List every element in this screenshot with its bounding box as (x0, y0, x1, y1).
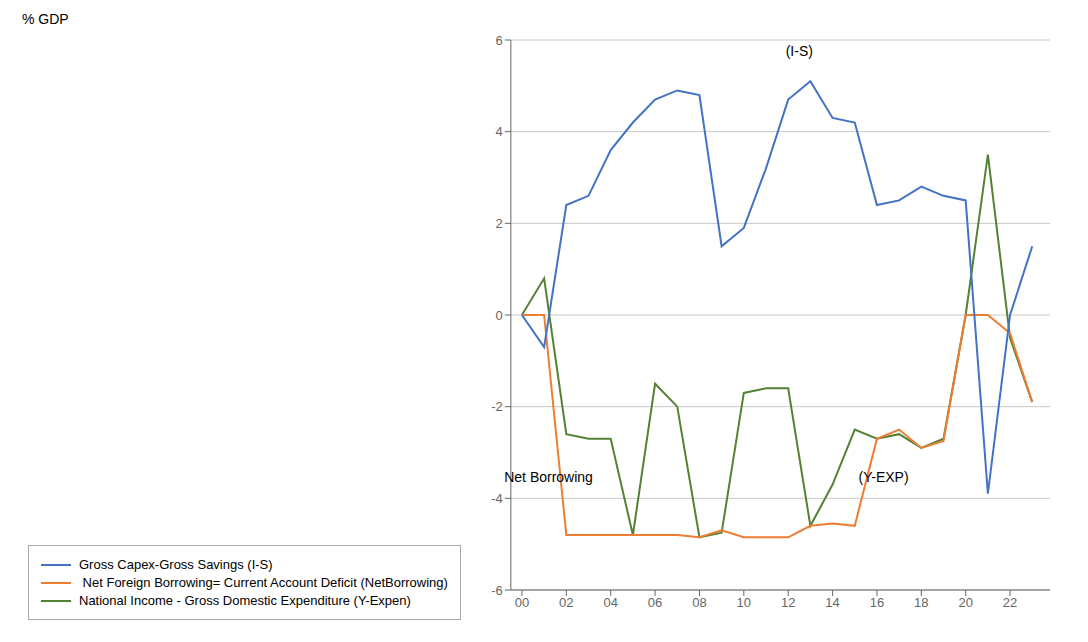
svg-text:(I-S): (I-S) (786, 43, 813, 59)
svg-text:-2: -2 (491, 399, 503, 414)
svg-text:-4: -4 (491, 491, 503, 506)
svg-text:18: 18 (914, 595, 928, 610)
svg-text:(Y-EXP): (Y-EXP) (859, 469, 909, 485)
html-text:Net Foreign Borrowing= Current: Net Foreign Borrowing= Current Account D… (79, 575, 448, 590)
svg-text:22: 22 (1003, 595, 1017, 610)
svg-text:0: 0 (496, 308, 503, 323)
svg-text:08: 08 (692, 595, 706, 610)
svg-text:4: 4 (496, 124, 503, 139)
svg-text:00: 00 (515, 595, 529, 610)
html-text:Gross Capex-Gross Savings (I-S: Gross Capex-Gross Savings (I-S) (79, 557, 273, 572)
svg-text:14: 14 (825, 595, 839, 610)
svg-text:-6: -6 (491, 583, 503, 598)
svg-text:6: 6 (496, 33, 503, 48)
svg-text:20: 20 (958, 595, 972, 610)
html-text:National Income - Gross Domest: National Income - Gross Domestic Expendi… (79, 593, 411, 608)
svg-text:Net Borrowing: Net Borrowing (504, 469, 593, 485)
svg-text:12: 12 (781, 595, 795, 610)
html-text:% GDP: % GDP (22, 11, 69, 27)
svg-text:04: 04 (603, 595, 617, 610)
svg-text:02: 02 (559, 595, 573, 610)
svg-text:06: 06 (648, 595, 662, 610)
svg-text:16: 16 (870, 595, 884, 610)
svg-text:2: 2 (496, 216, 503, 231)
svg-text:10: 10 (737, 595, 751, 610)
